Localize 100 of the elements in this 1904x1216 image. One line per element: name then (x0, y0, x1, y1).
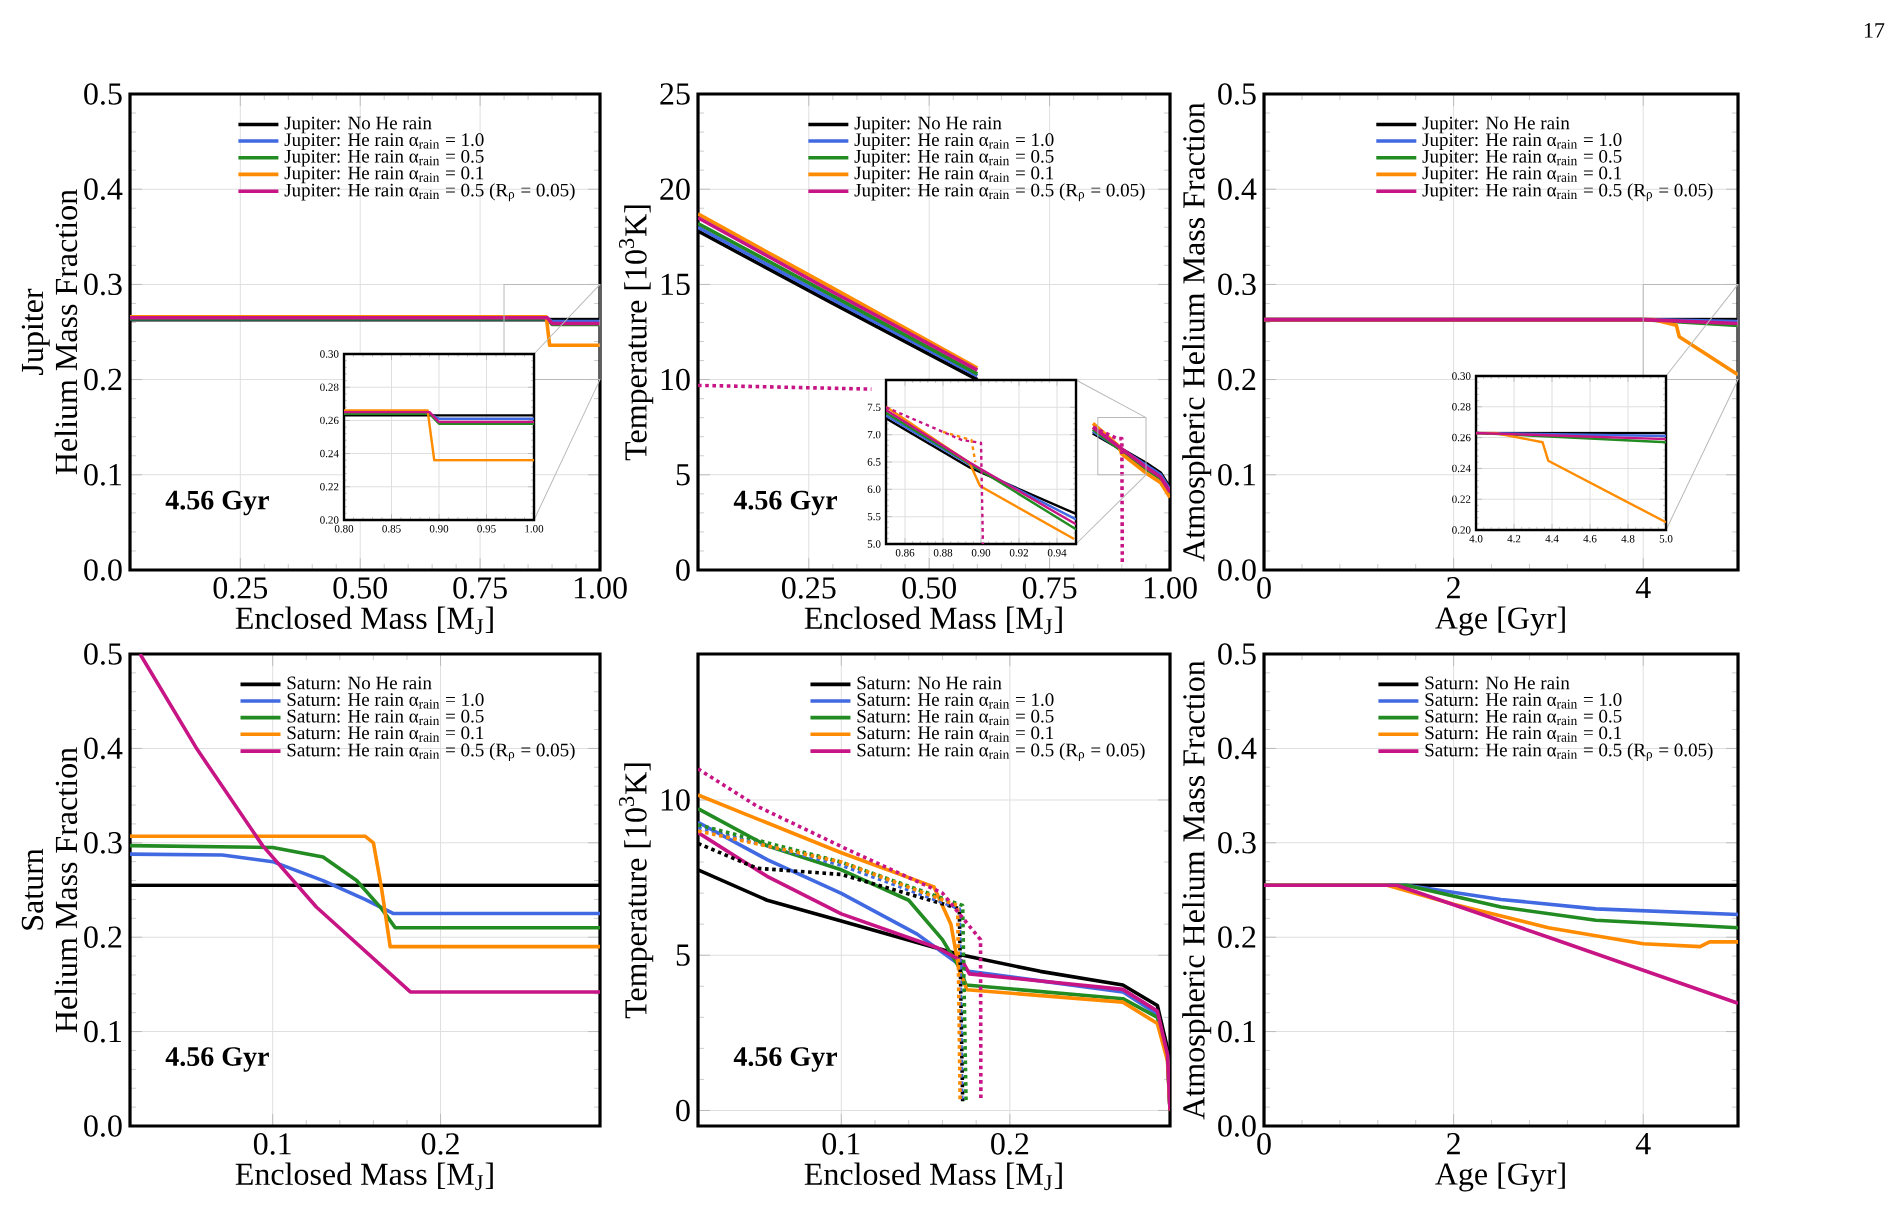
legend-label: Saturn: He rain α$_{rain}$ = 0.5 (R$_{ρ}$ = 0.05) (1425, 743, 1713, 762)
legend-label: Jupiter: He rain α$_{rain}$ = 0.5 (854, 149, 1054, 167)
x-tick-label: 0 (1257, 1133, 1271, 1155)
y-tick-label: 0.4 (1218, 178, 1257, 201)
x-tick-label: 0.75 (453, 577, 507, 599)
y-tick-label: 0.5 (84, 83, 122, 105)
legend-label: Jupiter: He rain α$_{rain}$ = 0.1 (1422, 166, 1622, 184)
legend-label: Saturn: He rain α$_{rain}$ = 0.5 (857, 709, 1054, 726)
legend-label: Saturn: He rain α$_{rain}$ = 0.1 (1425, 726, 1622, 742)
legend-label: Saturn: No He rain (857, 676, 1002, 690)
y-tick-label: 0.2 (84, 926, 122, 949)
y-tick-label: 5 (676, 944, 690, 966)
y-tick-label: 0.2 (84, 368, 122, 391)
line-series (130, 843, 600, 930)
y-tick-label: 0.3 (84, 273, 122, 296)
legend-label: Jupiter: He rain α$_{rain}$ = 0.5 (R$_{ρ}$ = 0.05) (854, 183, 1145, 202)
y-axis-title: Temperature [10$^{3}$K] (619, 205, 654, 461)
legend-label: Jupiter: He rain α$_{rain}$ = 0.5 (R$_{ρ}$ = 0.05) (1422, 183, 1713, 202)
y-tick-label: 0.1 (1218, 463, 1256, 486)
y-tick-label: 25 (660, 83, 690, 105)
x-tick-label: 4 (1635, 577, 1651, 599)
x-tick-label: 0.75 (1022, 577, 1077, 599)
y-tick-label: 0.2 (1218, 368, 1256, 391)
y-tick-label: 0.5 (84, 643, 122, 665)
x-axis-title: Age [Gyr] (1435, 606, 1565, 636)
y-tick-label: 0.3 (1218, 273, 1256, 296)
text: 17 (1864, 23, 1885, 38)
x-tick-label: 0.1 (253, 1133, 291, 1155)
x-tick-label: 0.50 (333, 577, 387, 599)
legend-label: Saturn: He rain α$_{rain}$ = 0.1 (857, 726, 1054, 742)
x-tick-label: 0.25 (213, 577, 268, 599)
x-tick-label: 2 (1447, 577, 1460, 599)
x-tick-label: 0 (1257, 577, 1271, 599)
y-tick-label: 10 (661, 789, 690, 811)
legend-label: Jupiter: No He rain (854, 116, 1002, 134)
legend-label: Saturn: He rain α$_{rain}$ = 0.1 (287, 726, 484, 742)
y-tick-label: 0.1 (84, 463, 122, 486)
y-axis-title: Saturn Helium Mass Fraction (21, 747, 78, 1033)
annotation: 4.56 Gyr (733, 1047, 838, 1072)
x-tick-label: 0.2 (991, 1133, 1029, 1155)
y-tick-label: 0.3 (1218, 831, 1256, 854)
y-tick-label: 0.1 (84, 1020, 122, 1043)
x-tick-label: 0.1 (822, 1133, 860, 1155)
x-tick-label: 0.25 (782, 577, 836, 599)
legend-label: Jupiter: He rain α$_{rain}$ = 1.0 (1422, 133, 1622, 150)
x-tick-label: 4 (1635, 1133, 1651, 1155)
legend-label: Jupiter: He rain α$_{rain}$ = 0.5 (1422, 149, 1622, 167)
x-axis-title: Enclosed Mass [M$_{J}$] (235, 606, 493, 635)
legend-label: Jupiter: No He rain (1422, 116, 1570, 134)
x-tick-label: 1.00 (1144, 577, 1197, 599)
legend-label: Saturn: No He rain (1425, 676, 1570, 690)
annotation: 4.56 Gyr (733, 490, 838, 516)
y-tick-label: 0.4 (84, 737, 123, 760)
y-tick-label: 5 (676, 464, 690, 486)
legend-label: Saturn: No He rain (287, 676, 432, 690)
legend-label: Saturn: He rain α$_{rain}$ = 0.5 (287, 709, 484, 726)
legend-label: Jupiter: He rain α$_{rain}$ = 0.1 (284, 166, 484, 184)
legend-label: Jupiter: He rain α$_{rain}$ = 1.0 (854, 133, 1054, 150)
legend-label: Jupiter: He rain α$_{rain}$ = 0.5 (R$_{ρ}$ = 0.05) (284, 183, 575, 202)
legend-label: Saturn: He rain α$_{rain}$ = 0.5 (R$_{ρ}$ = 0.05) (857, 743, 1145, 762)
legend-label: Saturn: He rain α$_{rain}$ = 1.0 (287, 693, 484, 709)
legend-label: Saturn: He rain α$_{rain}$ = 0.5 (1425, 709, 1622, 726)
x-axis-title: Age [Gyr] (1435, 1162, 1565, 1192)
x-tick-label: 1.00 (574, 577, 627, 599)
y-tick-label: 0.4 (84, 178, 123, 201)
y-tick-label: 10 (661, 368, 690, 391)
x-tick-label: 0.50 (902, 577, 956, 599)
y-tick-label: 0.5 (1218, 83, 1256, 105)
line-series (130, 834, 600, 949)
line-series (138, 654, 600, 994)
x-axis-title: Enclosed Mass [M$_{J}$] (804, 1162, 1062, 1191)
annotation: 4.56 Gyr (165, 1047, 269, 1072)
x-tick-label: 0.2 (421, 1133, 459, 1155)
legend-label: Jupiter: He rain α$_{rain}$ = 1.0 (284, 133, 484, 150)
line-series (130, 852, 600, 916)
legend-label: Jupiter: He rain α$_{rain}$ = 0.5 (284, 149, 484, 167)
annotation: 4.56 Gyr (165, 490, 269, 516)
y-axis-title: Temperature [10$^{3}$K] (619, 763, 654, 1019)
y-tick-label: 0.1 (1218, 1020, 1256, 1043)
legend-label: Saturn: He rain α$_{rain}$ = 1.0 (857, 693, 1054, 709)
y-axis-title: Atmospheric Helium Mass Fraction (1182, 660, 1212, 1120)
y-tick-label: 0.0 (1218, 1115, 1256, 1137)
y-tick-label: 15 (661, 273, 690, 296)
x-axis-title: Enclosed Mass [M$_{J}$] (235, 1162, 493, 1191)
legend-label: Saturn: He rain α$_{rain}$ = 0.5 (R$_{ρ}$ = 0.05) (287, 743, 575, 762)
y-axis-title: Atmospheric Helium Mass Fraction (1182, 102, 1212, 562)
y-tick-label: 0.0 (84, 1115, 122, 1137)
y-tick-label: 0.4 (1218, 737, 1257, 760)
y-tick-label: 0.5 (1218, 643, 1256, 665)
y-axis-title: Jupiter Helium Mass Fraction (21, 189, 78, 475)
y-tick-label: 0.2 (1218, 926, 1256, 949)
legend-label: Jupiter: He rain α$_{rain}$ = 0.1 (854, 166, 1054, 184)
x-axis-title: Enclosed Mass [M$_{J}$] (804, 606, 1062, 635)
y-tick-label: 0.3 (84, 831, 122, 854)
y-tick-label: 0 (676, 1099, 690, 1122)
legend-label: Jupiter: No He rain (284, 116, 432, 134)
y-tick-label: 0.0 (1218, 559, 1256, 581)
x-tick-label: 2 (1447, 1133, 1460, 1155)
y-tick-label: 20 (660, 178, 690, 200)
y-tick-label: 0.0 (84, 559, 122, 581)
